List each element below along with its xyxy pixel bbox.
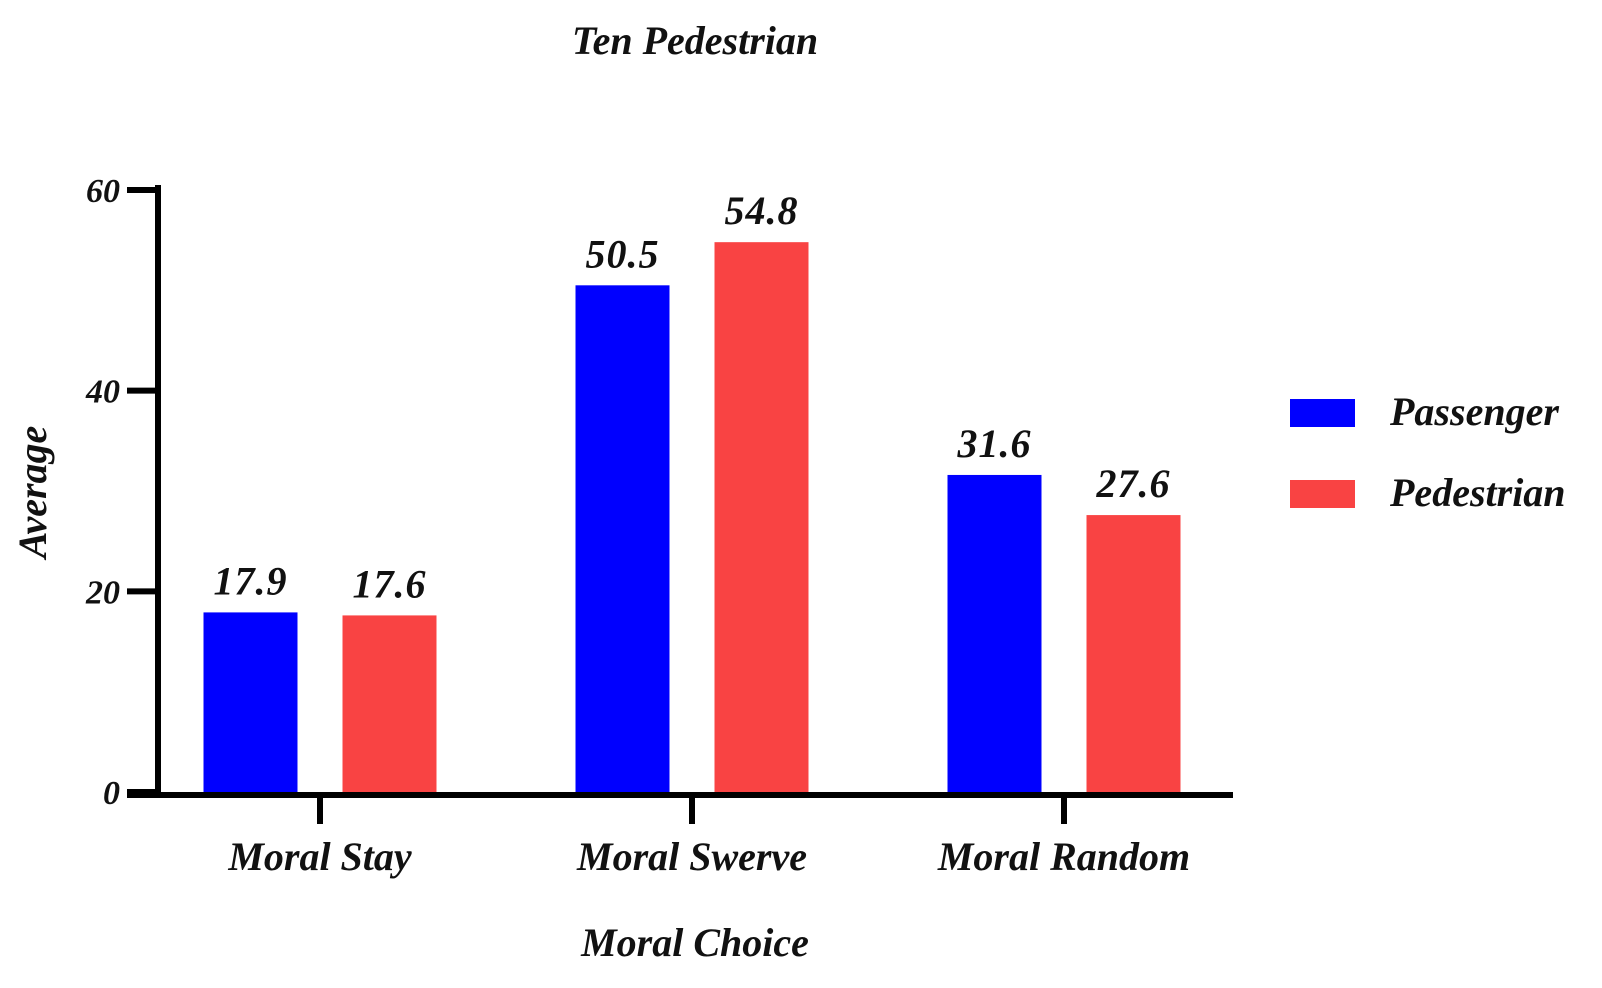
y-tick-label: 20	[85, 574, 120, 611]
data-label-moral-swerve-passenger: 50.5	[586, 231, 660, 276]
y-ticks-group: 0 20 40 60	[85, 173, 158, 812]
data-label-moral-random-pedestrian: 27.6	[1096, 461, 1171, 506]
data-label-moral-stay-passenger: 17.9	[214, 558, 288, 603]
y-tick-label: 60	[86, 173, 120, 210]
x-tick-label: Moral Stay	[227, 834, 412, 879]
chart-title: Ten Pedestrian	[572, 18, 818, 63]
bars-group	[203, 242, 1181, 793]
bar-moral-stay-passenger	[203, 612, 298, 793]
x-axis-title: Moral Choice	[580, 920, 809, 965]
legend-label-pedestrian: Pedestrian	[1389, 470, 1566, 515]
bar-moral-random-passenger	[947, 474, 1042, 793]
y-tick-label: 40	[85, 374, 120, 411]
x-tick-label: Moral Swerve	[576, 834, 807, 879]
legend-swatch-pedestrian	[1290, 480, 1355, 508]
data-label-moral-stay-pedestrian: 17.6	[353, 561, 427, 606]
legend: Passenger Pedestrian	[1290, 389, 1566, 515]
legend-label-passenger: Passenger	[1389, 389, 1559, 434]
data-labels-group: 17.9 17.6 50.5 54.8 31.6 27.6	[214, 188, 1171, 606]
bar-moral-swerve-pedestrian	[714, 242, 809, 793]
y-tick-label: 0	[103, 775, 120, 812]
bar-moral-stay-pedestrian	[342, 615, 437, 793]
axes-group	[127, 185, 1233, 798]
x-ticks-group: Moral Stay Moral Swerve Moral Random	[227, 795, 1190, 879]
bar-moral-swerve-passenger	[575, 285, 670, 793]
data-label-moral-random-passenger: 31.6	[957, 421, 1032, 466]
legend-swatch-passenger	[1290, 399, 1355, 427]
bar-moral-random-pedestrian	[1086, 515, 1181, 793]
y-axis-title: Average	[10, 426, 55, 562]
data-label-moral-swerve-pedestrian: 54.8	[725, 188, 799, 233]
x-tick-label: Moral Random	[937, 834, 1190, 879]
